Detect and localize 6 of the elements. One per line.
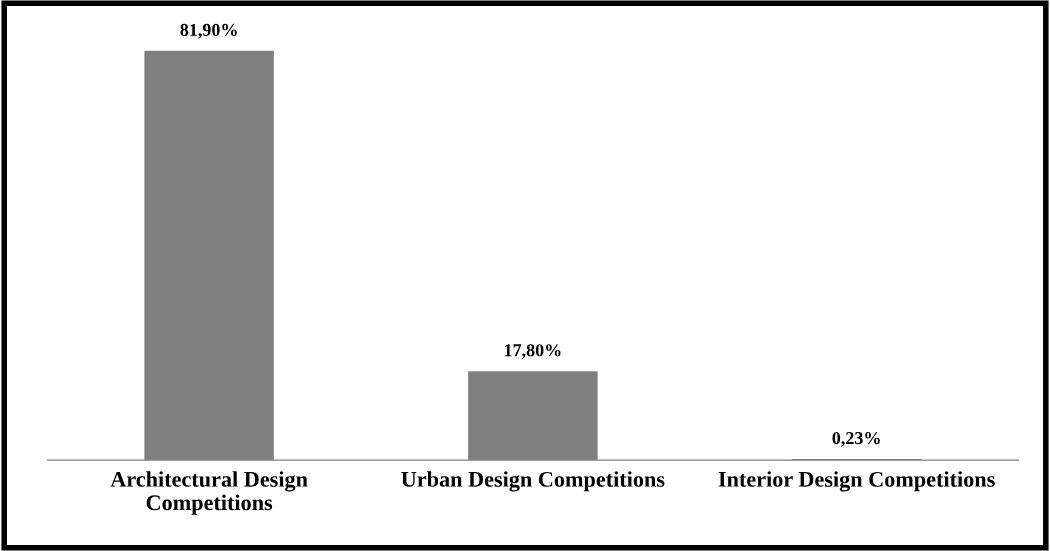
- x-tick-label: Urban Design Competitions: [401, 471, 665, 492]
- data-label: 81,90%: [180, 23, 237, 39]
- x-tick-label: Architectural Design Competitions: [110, 471, 308, 515]
- data-label: 17,80%: [504, 344, 561, 359]
- data-label: 0,23%: [832, 431, 880, 447]
- x-tick-label: Interior Design Competitions: [718, 471, 995, 492]
